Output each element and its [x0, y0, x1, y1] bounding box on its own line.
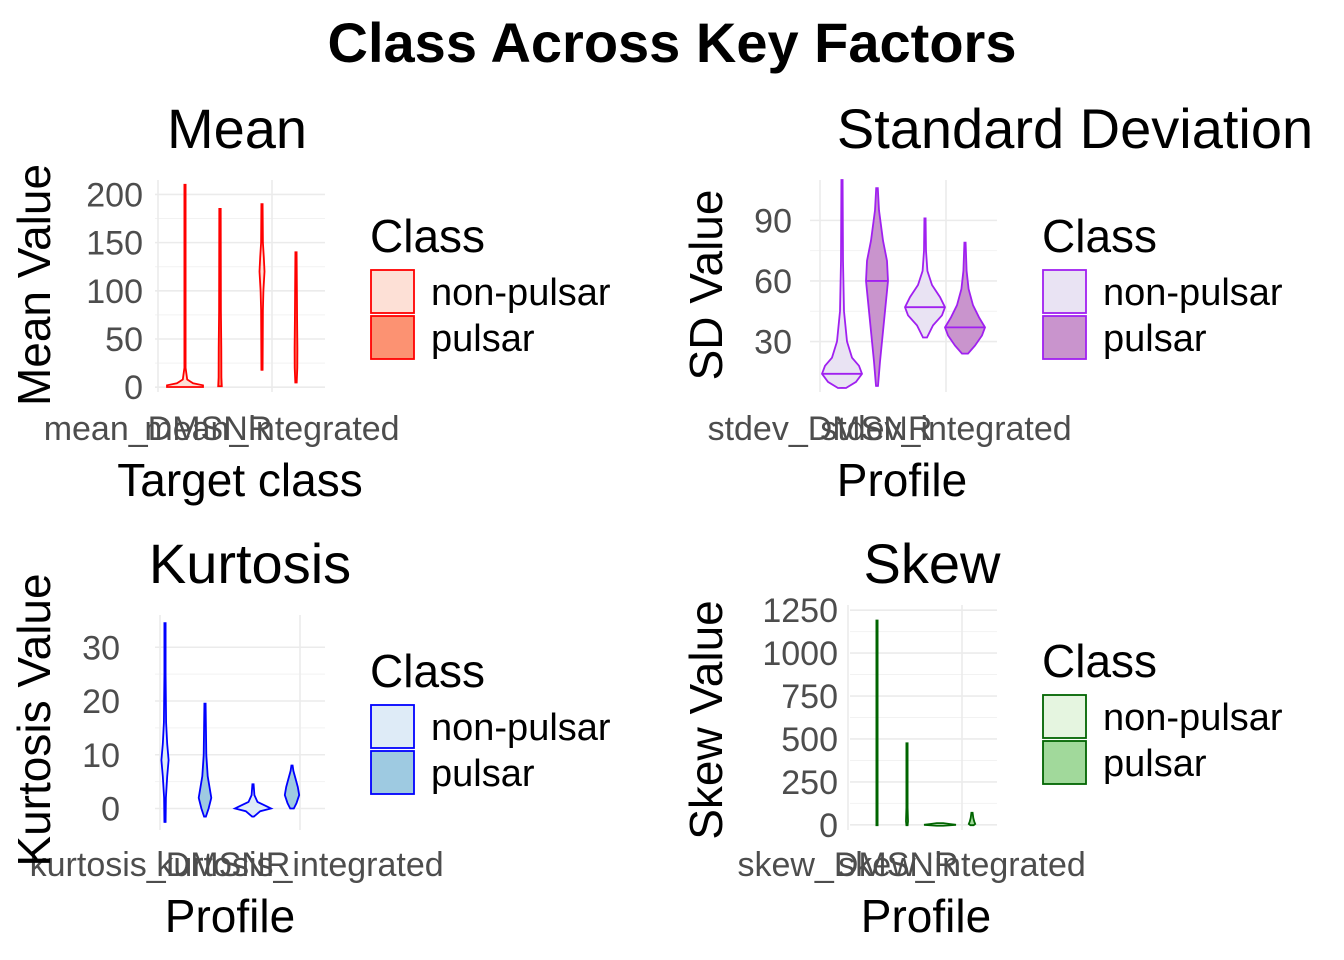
x-tick-label: skew_integrated	[838, 846, 1086, 884]
y-axis-label: Kurtosis Value	[8, 573, 60, 866]
y-axis-label: Skew Value	[680, 600, 732, 840]
y-tick-label: 500	[781, 721, 838, 759]
y-axis-label: Mean Value	[8, 164, 60, 406]
violin-kurtosis_integrated-pulsar	[283, 764, 301, 810]
panel-title: Mean	[167, 97, 307, 160]
x-tick-label: kurtosis_integrated	[156, 846, 443, 884]
violin-mean_DMSNR-pulsar	[217, 208, 223, 388]
legend-key-non-pulsar	[370, 269, 415, 314]
legend-label: pulsar	[431, 753, 535, 795]
y-tick-label: 50	[105, 321, 143, 359]
y-tick-label: 0	[819, 807, 838, 845]
x-tick-label: stdev_integrated	[820, 410, 1071, 448]
legend-label: non-pulsar	[431, 272, 611, 314]
violin-stdev_integrated-pulsar	[944, 241, 986, 355]
y-tick-label: 750	[781, 678, 838, 716]
legend-key-non-pulsar	[1042, 694, 1087, 739]
legend-key-pulsar	[370, 750, 415, 795]
figure-title: Class Across Key Factors	[327, 11, 1017, 74]
violin-mean_integrated-pulsar	[293, 251, 299, 384]
y-tick-label: 1000	[762, 635, 838, 673]
y-tick-label: 1250	[762, 592, 838, 630]
y-tick-label: 10	[82, 737, 120, 775]
x-tick-label: stdev_DMSNR	[708, 410, 933, 448]
violin-mean_DMSNR-non-pulsar	[166, 183, 204, 388]
violin-stdev_DMSNR-non-pulsar	[820, 179, 864, 389]
violin-kurtosis_DMSNR-pulsar	[197, 702, 213, 818]
legend-title: Class	[370, 210, 485, 262]
x-tick-label: mean_integrated	[144, 410, 399, 448]
x-tick-label: mean_DMSNR	[44, 410, 273, 448]
violin-stdev_DMSNR-pulsar	[865, 187, 889, 387]
y-axis-label: SD Value	[680, 190, 732, 381]
x-tick-label: kurtosis_DMSNR	[30, 846, 291, 884]
legend-label: pulsar	[431, 318, 535, 360]
legend-label: non-pulsar	[431, 707, 611, 749]
y-tick-label: 90	[754, 202, 792, 240]
violin-skew_integrated-non-pulsar	[923, 822, 957, 827]
y-tick-label: 60	[754, 263, 792, 301]
y-tick-label: 250	[781, 764, 838, 802]
legend-title: Class	[1042, 210, 1157, 262]
legend-title: Class	[1042, 635, 1157, 687]
panel-title: Skew	[864, 532, 1001, 595]
panel-title: Standard Deviation	[837, 97, 1313, 160]
panel-title: Kurtosis	[149, 532, 351, 595]
panel-kurtosis: 0 10 20 30 kurtosis_DMSNRkurtosis_integrated…	[8, 532, 611, 942]
y-tick-label: 30	[754, 324, 792, 362]
legend-key-pulsar	[1042, 740, 1087, 785]
violin-kurtosis_integrated-non-pulsar	[232, 783, 274, 818]
violin-skew_integrated-pulsar	[967, 811, 977, 827]
violin-kurtosis_DMSNR-non-pulsar	[160, 622, 170, 823]
legend-key-pulsar	[1042, 315, 1087, 360]
legend-label: pulsar	[1103, 318, 1207, 360]
x-tick-label: skew_DMSNR	[737, 846, 958, 884]
y-tick-label: 20	[82, 683, 120, 721]
x-axis-label: Target class	[117, 454, 362, 506]
panel-skew: 0 250 500 750 1000 1250 skew_DMSNRskew_integra…	[680, 532, 1283, 942]
y-tick-label: 0	[101, 791, 120, 829]
y-tick-label: 200	[86, 176, 143, 214]
x-axis-label: Profile	[165, 890, 295, 942]
legend-key-non-pulsar	[1042, 269, 1087, 314]
legend-label: pulsar	[1103, 743, 1207, 785]
legend-label: non-pulsar	[1103, 697, 1283, 739]
legend-title: Class	[370, 645, 485, 697]
x-axis-label: Profile	[861, 890, 991, 942]
x-axis-label: Profile	[837, 454, 967, 506]
y-tick-label: 30	[82, 629, 120, 667]
violin-skew_DMSNR-pulsar	[905, 742, 909, 827]
violin-skew_DMSNR-non-pulsar	[875, 619, 879, 827]
legend-label: non-pulsar	[1103, 272, 1283, 314]
legend-key-pulsar	[370, 315, 415, 360]
violin-stdev_integrated-non-pulsar	[904, 217, 946, 339]
y-tick-label: 150	[86, 225, 143, 263]
y-tick-label: 0	[124, 369, 143, 407]
legend-key-non-pulsar	[370, 704, 415, 749]
violin-mean_integrated-non-pulsar	[258, 203, 266, 371]
y-tick-label: 100	[86, 273, 143, 311]
